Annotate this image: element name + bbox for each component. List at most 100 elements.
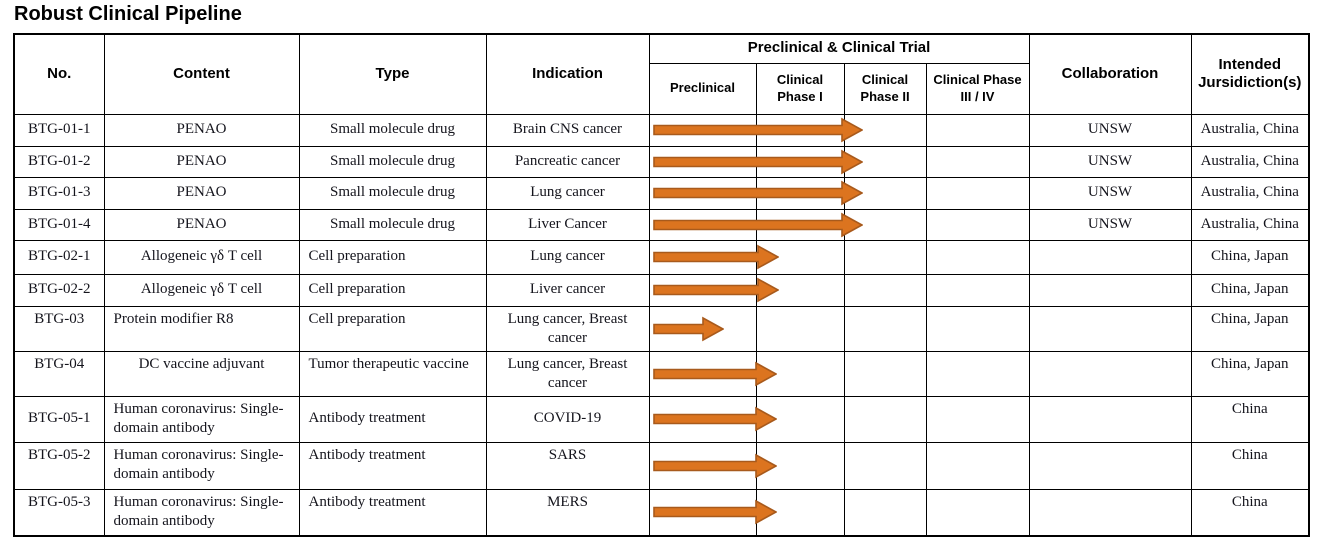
column-header-indication: Indication	[485, 33, 650, 115]
pipeline-row: BTG-04 DC vaccine adjuvant Tumor therape…	[13, 350, 1310, 397]
cell-content: PENAO	[103, 145, 300, 178]
cell-preclinical	[648, 350, 778, 397]
cell-preclinical	[648, 273, 780, 307]
cell-content: Allogeneic γδ T cell	[103, 239, 300, 275]
column-header-type: Type	[298, 33, 487, 115]
cell-preclinical	[648, 239, 780, 275]
cell-collaboration	[1028, 441, 1192, 490]
cell-indication: Lung cancer	[485, 176, 650, 210]
pipeline-row: BTG-05-3 Human coronavirus: Single-domai…	[13, 488, 1310, 537]
cell-phase3-4	[925, 145, 1030, 178]
cell-phase3-4	[925, 176, 1030, 210]
cell-no: BTG-05-3	[13, 488, 105, 537]
cell-preclinical	[648, 145, 864, 178]
cell-no: BTG-01-1	[13, 113, 105, 147]
cell-collaboration: UNSW	[1028, 113, 1192, 147]
cell-jurisdiction: Australia, China	[1190, 208, 1310, 241]
cell-indication: Liver Cancer	[485, 208, 650, 241]
cell-phase3-4	[925, 239, 1030, 275]
cell-jurisdiction: China, Japan	[1190, 273, 1310, 307]
cell-type: Small molecule drug	[298, 176, 487, 210]
cell-phase2	[843, 395, 927, 443]
pipeline-row: BTG-01-1 PENAO Small molecule drug Brain…	[13, 113, 1310, 147]
cell-indication: Pancreatic cancer	[485, 145, 650, 178]
cell-jurisdiction: China, Japan	[1190, 239, 1310, 275]
cell-collaboration	[1028, 305, 1192, 352]
cell-preclinical	[648, 176, 864, 210]
cell-content: DC vaccine adjuvant	[103, 350, 300, 397]
cell-phase2	[843, 145, 927, 178]
cell-collaboration	[1028, 488, 1192, 537]
cell-no: BTG-05-1	[13, 395, 105, 443]
cell-jurisdiction: Australia, China	[1190, 145, 1310, 178]
cell-content: Allogeneic γδ T cell	[103, 273, 300, 307]
cell-type: Cell preparation	[298, 305, 487, 352]
cell-jurisdiction: China	[1190, 395, 1310, 443]
cell-collaboration	[1028, 395, 1192, 443]
column-header-content: Content	[103, 33, 300, 115]
cell-phase3-4	[925, 113, 1030, 147]
cell-preclinical	[648, 488, 778, 537]
cell-jurisdiction: China, Japan	[1190, 305, 1310, 352]
cell-jurisdiction: China, Japan	[1190, 350, 1310, 397]
cell-collaboration: UNSW	[1028, 145, 1192, 178]
cell-jurisdiction: Australia, China	[1190, 176, 1310, 210]
column-header-phase2: Clinical Phase II	[843, 62, 927, 115]
cell-phase1	[755, 305, 845, 352]
cell-phase2	[843, 239, 927, 275]
cell-indication: MERS	[485, 488, 650, 537]
cell-collaboration	[1028, 350, 1192, 397]
cell-phase1	[755, 488, 845, 537]
cell-indication: SARS	[485, 441, 650, 490]
cell-indication: Brain CNS cancer	[485, 113, 650, 147]
cell-collaboration: UNSW	[1028, 208, 1192, 241]
cell-content: Human coronavirus: Single-domain antibod…	[103, 441, 300, 490]
cell-content: Human coronavirus: Single-domain antibod…	[103, 488, 300, 537]
cell-type: Cell preparation	[298, 239, 487, 275]
cell-phase3-4	[925, 441, 1030, 490]
cell-type: Antibody treatment	[298, 488, 487, 537]
cell-type: Cell preparation	[298, 273, 487, 307]
cell-jurisdiction: Australia, China	[1190, 113, 1310, 147]
cell-phase3-4	[925, 273, 1030, 307]
pipeline-table: No. Content Type Indication Preclinical …	[13, 33, 1311, 537]
header-row-group: No. Content Type Indication Preclinical …	[13, 33, 1310, 115]
cell-phase2	[843, 488, 927, 537]
column-header-no: No.	[13, 33, 105, 115]
cell-phase1	[755, 208, 845, 241]
cell-no: BTG-05-2	[13, 441, 105, 490]
pipeline-row: BTG-03 Protein modifier R8 Cell preparat…	[13, 305, 1310, 352]
cell-phase3-4	[925, 395, 1030, 443]
column-header-phase3-4: Clinical Phase III / IV	[925, 62, 1030, 115]
cell-indication: Lung cancer, Breast cancer	[485, 350, 650, 397]
cell-phase2	[843, 208, 927, 241]
cell-preclinical	[648, 208, 864, 241]
cell-preclinical	[648, 395, 778, 443]
cell-phase1	[755, 395, 845, 443]
cell-preclinical	[648, 305, 757, 352]
cell-content: PENAO	[103, 113, 300, 147]
cell-phase1	[755, 239, 845, 275]
cell-preclinical	[648, 113, 864, 147]
cell-content: PENAO	[103, 176, 300, 210]
cell-phase1	[755, 273, 845, 307]
cell-phase3-4	[925, 488, 1030, 537]
cell-collaboration	[1028, 273, 1192, 307]
cell-phase1	[755, 176, 845, 210]
cell-content: Human coronavirus: Single-domain antibod…	[103, 395, 300, 443]
cell-indication: Lung cancer	[485, 239, 650, 275]
pipeline-row: BTG-02-2 Allogeneic γδ T cell Cell prepa…	[13, 273, 1310, 307]
pipeline-row: BTG-05-1 Human coronavirus: Single-domai…	[13, 395, 1310, 443]
cell-content: Protein modifier R8	[103, 305, 300, 352]
cell-no: BTG-04	[13, 350, 105, 397]
cell-phase3-4	[925, 350, 1030, 397]
cell-phase2	[843, 176, 927, 210]
column-header-trial-group: Preclinical & Clinical Trial	[648, 33, 1030, 64]
cell-type: Small molecule drug	[298, 145, 487, 178]
pipeline-row: BTG-01-2 PENAO Small molecule drug Pancr…	[13, 145, 1310, 178]
pipeline-row: BTG-05-2 Human coronavirus: Single-domai…	[13, 441, 1310, 490]
cell-phase2	[843, 113, 927, 147]
cell-phase1	[755, 350, 845, 397]
cell-jurisdiction: China	[1190, 441, 1310, 490]
